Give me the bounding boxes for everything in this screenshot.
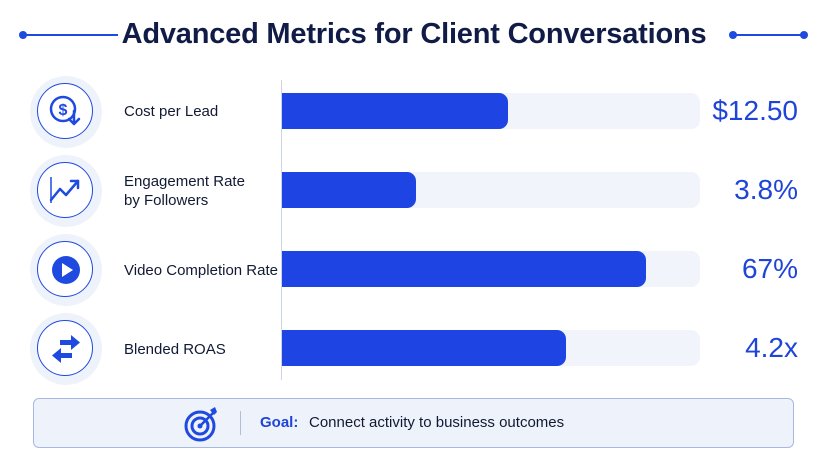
- goal-divider: [240, 411, 241, 435]
- metric-label: Engagement Rate by Followers: [124, 172, 284, 210]
- value-label: $12.50: [712, 95, 798, 126]
- dollar-down-icon: $: [49, 95, 81, 126]
- goal-label: Goal:: [260, 414, 299, 431]
- target-icon: [184, 407, 217, 442]
- swap-arrows-icon: [52, 335, 80, 363]
- page-title: Advanced Metrics for Client Conversation…: [121, 18, 707, 50]
- value-label: 67%: [741, 253, 798, 284]
- bar: [282, 172, 416, 208]
- metric-icon-wrap: [30, 234, 102, 306]
- title-decoration-right: [729, 31, 808, 39]
- axis-divider: [281, 80, 282, 380]
- metric-icon-wrap: [30, 155, 102, 227]
- metric-label-line: Blended ROAS: [124, 341, 226, 358]
- bar: [282, 251, 646, 287]
- bar: [282, 330, 566, 366]
- metric-label: Blended ROAS: [124, 340, 284, 359]
- metric-icon-wrap: $: [30, 76, 102, 148]
- bar: [282, 93, 508, 129]
- value-label: 4.2x: [745, 332, 798, 363]
- metric-label-line: Cost per Lead: [124, 103, 219, 120]
- metric-label: Cost per Lead: [124, 102, 284, 121]
- metric-label: Video Completion Rate: [124, 261, 284, 280]
- metric-icon-wrap: [30, 313, 102, 385]
- title-decoration-left: [19, 31, 118, 39]
- metric-label-line: Engagement Rate: [124, 173, 245, 190]
- bar-track: [282, 172, 700, 208]
- svg-text:$: $: [59, 102, 68, 119]
- goal-text: Connect activity to business outcomes: [309, 414, 565, 431]
- metric-label-line: Video Completion Rate: [124, 262, 278, 279]
- play-icon: [52, 256, 80, 284]
- value-label: 3.8%: [734, 174, 798, 205]
- metric-label-line: by Followers: [124, 192, 209, 209]
- bar-track: [282, 330, 700, 366]
- bar-track: [282, 93, 700, 129]
- trend-up-icon: [49, 177, 80, 203]
- header: Advanced Metrics for Client Conversation…: [0, 14, 828, 54]
- goal-banner: Goal: Connect activity to business outco…: [33, 398, 794, 448]
- bar-track: [282, 251, 700, 287]
